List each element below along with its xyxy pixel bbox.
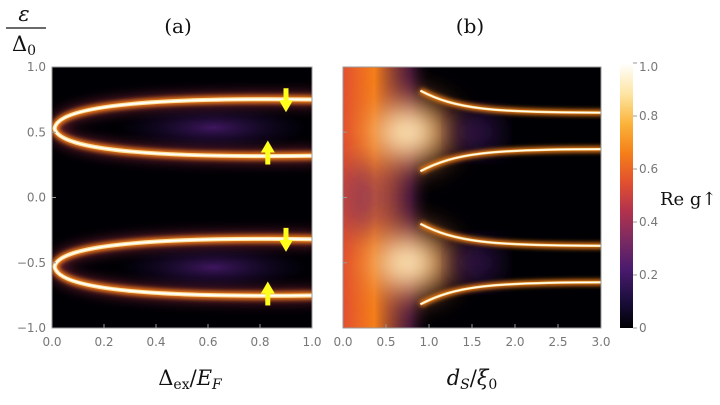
bright-blob-0 — [352, 90, 463, 175]
colorbar-label: Re g↑↓ — [660, 189, 720, 210]
b-xtick-label: 2.0 — [505, 335, 524, 349]
band-0-interior — [118, 103, 309, 152]
svg-text:Δ0: Δ0 — [12, 32, 36, 59]
a-xtick-label: 0.8 — [250, 335, 269, 349]
x-axis-label-b: dS/ξ0 — [447, 366, 498, 393]
a-xtick-label: 1.0 — [302, 335, 321, 349]
a-xtick-label: 0.6 — [198, 335, 217, 349]
colorbar: 1.0 0.8 0.6 0.4 0.2 0 Re g↑↓ — [620, 60, 720, 335]
colorbar-tick-label: 0.4 — [639, 215, 658, 229]
panel-a: 0.0 0.2 0.4 0.6 0.8 1.0 1.0 0.5 0.0 −0.5 −1.0 — [17, 60, 322, 349]
y-axis-label: ε Δ0 — [6, 2, 46, 59]
spin-up-arrow — [260, 281, 275, 306]
a-ytick-label: 0.5 — [27, 125, 46, 139]
a-xtick-label: 0.0 — [42, 335, 61, 349]
a-ytick-label: −0.5 — [17, 256, 46, 270]
colorbar-tick-label: 1.0 — [639, 60, 658, 74]
a-xtick-label: 0.4 — [146, 335, 165, 349]
b-xtick-label: 0.5 — [376, 335, 395, 349]
purple-tail-0 — [454, 112, 499, 153]
b-xtick-label: 2.5 — [548, 335, 567, 349]
asymptote-core-3 — [420, 281, 601, 305]
a-ytick-label: −1.0 — [17, 321, 46, 335]
spin-down-arrow — [279, 88, 293, 113]
spin-up-arrow — [260, 140, 275, 165]
svg-text:ε: ε — [18, 2, 29, 26]
asymptote-core-1 — [420, 148, 601, 172]
b-xtick-label: 1.5 — [462, 335, 481, 349]
spin-down-arrow — [279, 227, 293, 252]
a-ytick-label: 0.0 — [27, 191, 46, 205]
colorbar-tick-label: 0.8 — [639, 109, 658, 123]
a-ytick-label: 1.0 — [27, 60, 46, 74]
panel-a-title: (a) — [164, 14, 192, 38]
band-1-interior — [118, 243, 309, 292]
a-xtick-label: 0.2 — [94, 335, 113, 349]
b-xtick-label: 1.0 — [419, 335, 438, 349]
colorbar-tick-label: 0 — [639, 321, 647, 335]
colorbar-gradient — [620, 63, 633, 328]
band-0-core — [53, 98, 312, 157]
band-1-core — [53, 238, 312, 297]
panel-b-title: (b) — [456, 14, 484, 38]
svg-text:dS/ξ0: dS/ξ0 — [447, 366, 498, 393]
panel-b: 0.0 0.5 1.0 1.5 2.0 2.5 3.0 — [333, 66, 611, 349]
b-xtick-label: 0.0 — [333, 335, 352, 349]
bright-blob-1 — [352, 220, 463, 305]
colorbar-tick-label: 0.6 — [639, 162, 658, 176]
purple-tail-1 — [454, 242, 499, 283]
colorbar-tick-label: 0.2 — [639, 268, 658, 282]
b-xtick-label: 3.0 — [591, 335, 610, 349]
asymptote-core-0 — [420, 90, 601, 114]
x-axis-label-a: Δex/EF — [158, 366, 223, 393]
svg-text:Δex/EF: Δex/EF — [158, 366, 223, 393]
asymptote-core-2 — [420, 223, 601, 247]
center-gap — [343, 157, 389, 238]
